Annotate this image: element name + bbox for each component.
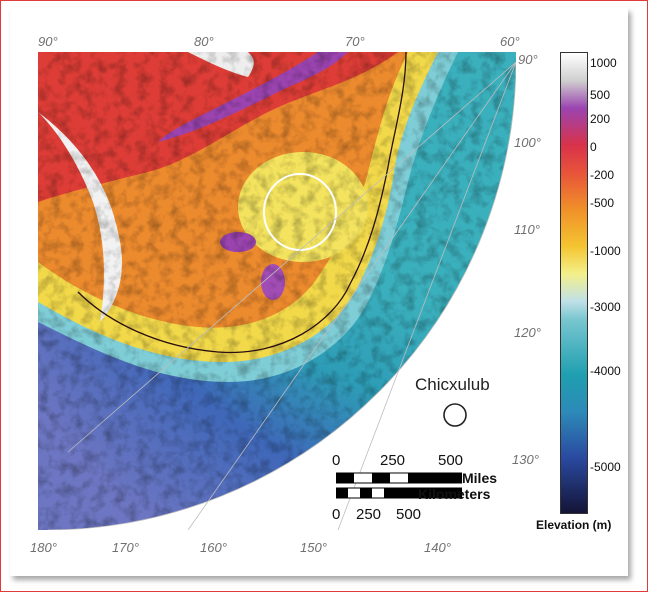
right-latitude-tick: 90° bbox=[518, 52, 538, 67]
bottom-longitude-tick: 140° bbox=[424, 540, 451, 555]
crater-marker-icon bbox=[443, 403, 467, 427]
right-latitude-tick: 120° bbox=[514, 325, 541, 340]
legend-tick: 1000 bbox=[590, 56, 617, 70]
graticule-line bbox=[337, 61, 516, 530]
graticule-line bbox=[67, 61, 516, 453]
legend-tick: 500 bbox=[590, 88, 611, 102]
legend-tick: -3000 bbox=[590, 300, 621, 314]
right-latitude-tick: 110° bbox=[514, 222, 540, 237]
legend-tick: -200 bbox=[590, 168, 615, 182]
elevation-map bbox=[38, 52, 516, 530]
scale-miles-tick: 250 bbox=[380, 452, 406, 469]
graticule-line bbox=[187, 61, 516, 530]
scale-km-tick: 250 bbox=[356, 506, 382, 523]
scale-bar-graphic bbox=[336, 472, 462, 499]
elevation-legend-bar bbox=[560, 52, 588, 514]
legend-tick: 200 bbox=[590, 112, 611, 126]
bottom-longitude-tick: 150° bbox=[300, 540, 327, 555]
coastline bbox=[77, 52, 407, 354]
bottom-longitude-tick: 180° bbox=[30, 540, 57, 555]
legend-tick: -4000 bbox=[590, 364, 621, 378]
scale-miles-label: Miles bbox=[462, 470, 498, 486]
top-longitude-tick: 90° bbox=[38, 34, 58, 49]
graticule-line bbox=[47, 61, 516, 530]
bottom-longitude-tick: 170° bbox=[112, 540, 139, 555]
right-latitude-tick: 100° bbox=[514, 135, 541, 150]
top-longitude-tick: 70° bbox=[345, 34, 365, 49]
right-latitude-tick: 130° bbox=[512, 452, 539, 467]
scale-miles-tick: 500 bbox=[438, 452, 464, 469]
bottom-longitude-tick: 160° bbox=[200, 540, 227, 555]
scale-km-tick: 0 bbox=[332, 506, 341, 523]
scale-km-label: Kilometers bbox=[418, 486, 491, 502]
top-longitude-tick: 60° bbox=[500, 34, 520, 49]
legend-tick: -5000 bbox=[590, 460, 621, 474]
legend-tick: -500 bbox=[590, 196, 615, 210]
legend-tick: -1000 bbox=[590, 244, 621, 258]
legend-tick: 0 bbox=[590, 140, 597, 154]
top-longitude-tick: 80° bbox=[194, 34, 214, 49]
crater-label: Chicxulub bbox=[415, 375, 490, 394]
legend-title: Elevation (m) bbox=[536, 518, 612, 532]
scale-km-tick: 500 bbox=[396, 506, 422, 523]
scale-miles-tick: 0 bbox=[332, 452, 341, 469]
